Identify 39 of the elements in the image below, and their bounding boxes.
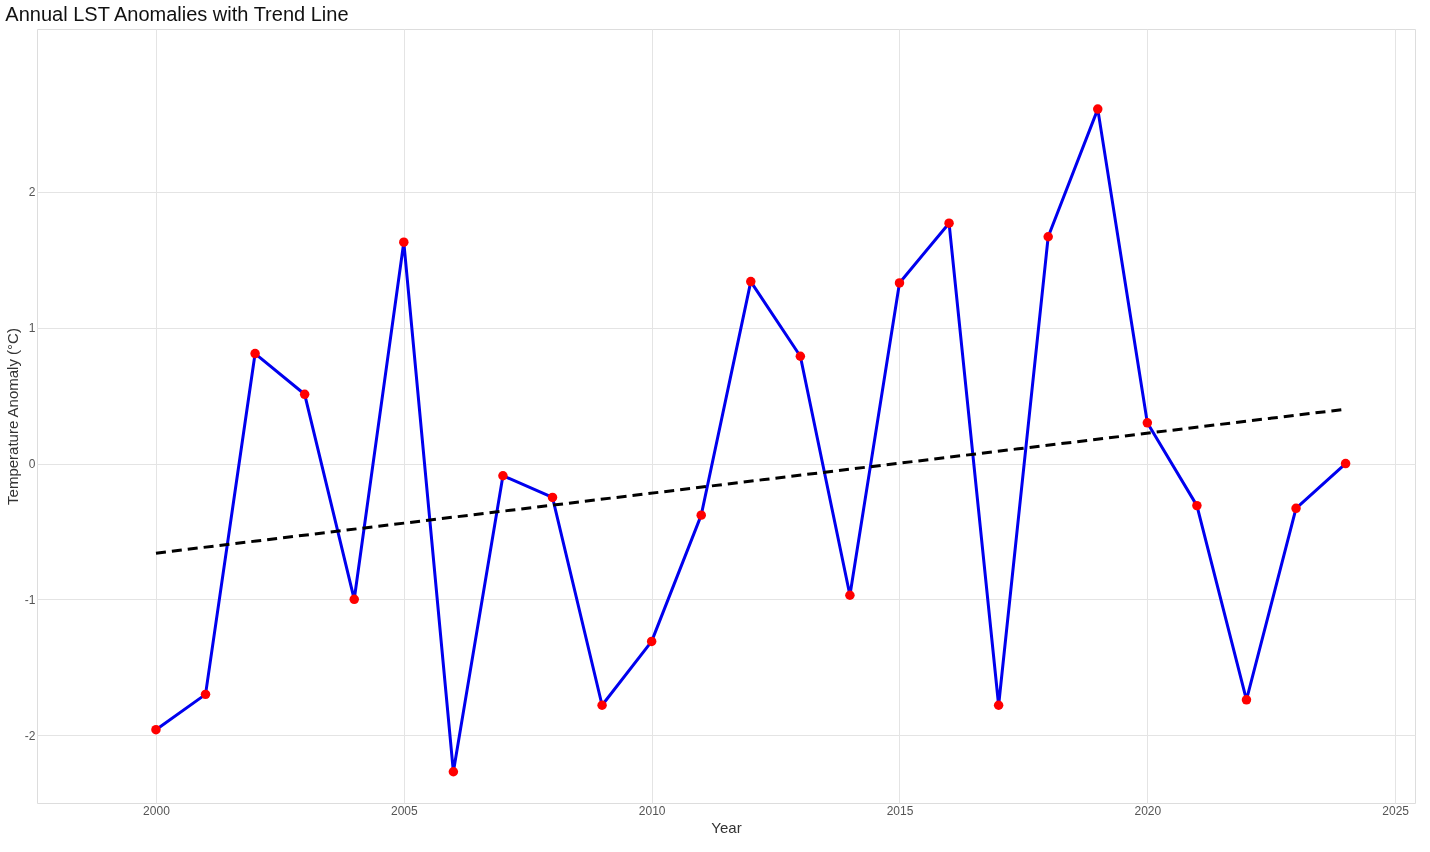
point — [498, 471, 508, 481]
point — [845, 590, 855, 600]
x-tick-label: 2000 — [143, 803, 171, 818]
point — [646, 636, 657, 647]
y-tick-label: 0 — [28, 457, 36, 472]
point — [250, 348, 260, 359]
point — [1093, 104, 1103, 114]
point — [399, 237, 409, 247]
point — [1142, 418, 1153, 428]
point — [200, 689, 211, 700]
point — [795, 351, 806, 361]
x-tick-label: 2025 — [1382, 803, 1410, 818]
y-tick-label: -1 — [24, 592, 36, 607]
x-tick-label: 2005 — [390, 803, 418, 818]
point — [448, 767, 459, 777]
point — [1340, 458, 1351, 469]
y-axis-title: Temperature Anomaly (°C) — [3, 328, 21, 505]
point — [349, 594, 359, 605]
point — [1043, 232, 1053, 242]
point — [1192, 500, 1202, 511]
point — [894, 278, 905, 288]
y-tick-label: 2 — [28, 185, 36, 200]
point — [993, 700, 1004, 710]
point — [944, 218, 954, 228]
chart-title: Annual LST Anomalies with Trend Line — [5, 3, 349, 25]
point — [547, 492, 558, 503]
point — [151, 724, 161, 735]
x-tick-label: 2015 — [886, 803, 914, 818]
y-tick-label: 1 — [28, 321, 36, 336]
x-axis-title: Year — [711, 818, 742, 836]
x-tick-label: 2020 — [1134, 803, 1162, 818]
point — [597, 700, 607, 710]
point — [746, 276, 756, 287]
point — [696, 510, 706, 520]
point — [1291, 503, 1301, 514]
point — [1241, 695, 1252, 705]
point — [299, 389, 310, 400]
y-tick-label: -2 — [24, 728, 36, 743]
x-tick-label: 2010 — [638, 803, 666, 818]
